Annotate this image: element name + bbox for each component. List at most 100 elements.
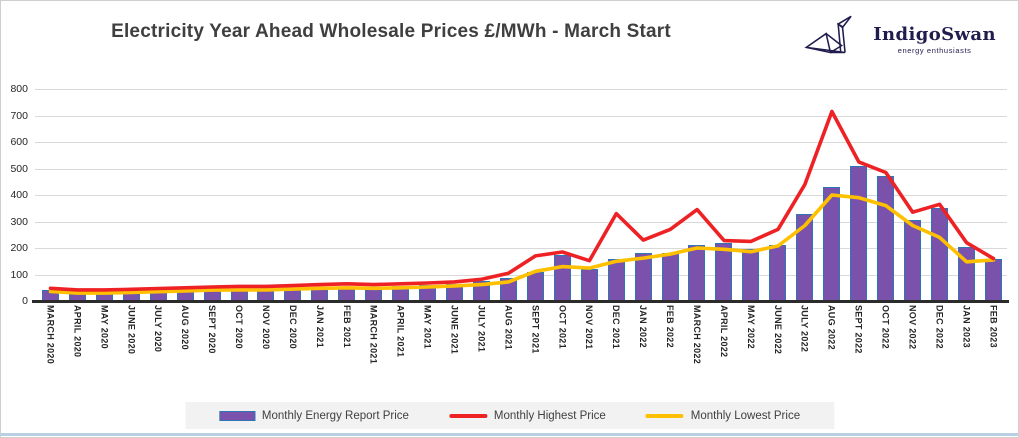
legend-label: Monthly Highest Price — [493, 409, 606, 422]
x-axis-label-slot: DEC 2020 — [279, 305, 306, 364]
x-axis-label: FEB 2022 — [665, 305, 676, 348]
legend-label: Monthly Lowest Price — [690, 409, 801, 422]
y-axis-tick-label: 100 — [10, 268, 28, 281]
x-axis-label-slot: MAY 2021 — [414, 305, 441, 364]
x-axis-label-slot: FEB 2022 — [657, 305, 684, 364]
x-axis-label-slot: OCT 2021 — [549, 305, 576, 364]
x-axis-label: MARCH 2022 — [691, 305, 702, 365]
x-axis-label: MAY 2020 — [99, 305, 110, 349]
x-axis-label: SEPT 2022 — [853, 305, 864, 354]
x-axis-label: MAY 2022 — [745, 305, 756, 349]
gridline — [35, 89, 1007, 90]
gridline — [35, 115, 1007, 117]
origami-swan-icon — [802, 11, 864, 68]
x-axis-label-slot: NOV 2022 — [899, 305, 926, 364]
x-axis-label-slot: DEC 2022 — [926, 305, 953, 364]
x-axis-label-slot: JUNE 2021 — [441, 305, 468, 364]
x-axis-label-slot: SEPT 2020 — [199, 305, 226, 364]
x-axis-label: AUG 2020 — [180, 305, 191, 350]
x-axis-label-slot: FEB 2021 — [333, 305, 360, 364]
x-axis-label-slot: JAN 2023 — [953, 305, 980, 364]
x-axis-label: JAN 2021 — [314, 305, 325, 348]
legend-item-highest-price: Monthly Highest Price — [448, 409, 606, 422]
x-axis-label-slot: APRIL 2021 — [387, 305, 414, 364]
x-axis-label: JAN 2022 — [638, 305, 649, 348]
x-axis-label: JAN 2023 — [961, 305, 972, 348]
red-line-swatch-icon — [448, 413, 487, 418]
x-axis-label-slot: AUG 2021 — [495, 305, 522, 364]
x-axis-label: MARCH 2021 — [368, 305, 379, 365]
gridline — [35, 142, 1007, 143]
x-axis-label-slot: MARCH 2022 — [684, 305, 711, 364]
x-axis-label: JUNE 2020 — [126, 305, 137, 355]
y-axis-tick-label: 400 — [10, 189, 28, 201]
x-axis-label-slot: MAY 2022 — [737, 305, 764, 364]
x-axis-label-slot: SEPT 2022 — [845, 305, 872, 364]
chart-title: Electricity Year Ahead Wholesale Prices … — [111, 21, 671, 42]
x-axis-label-slot: MARCH 2021 — [360, 305, 387, 364]
x-axis-label: DEC 2020 — [287, 305, 298, 349]
x-axis-label-slot: NOV 2020 — [253, 305, 280, 364]
x-axis-label: APRIL 2020 — [72, 305, 83, 358]
y-axis-tick-label: 500 — [10, 162, 28, 175]
x-axis-label-slot: NOV 2021 — [576, 305, 603, 364]
x-axis-label-slot: OCT 2022 — [872, 305, 899, 364]
x-axis-label: MAY 2021 — [422, 305, 433, 349]
x-axis-label-slot: JUNE 2022 — [764, 305, 791, 364]
x-axis-label: JUNE 2022 — [772, 305, 783, 355]
x-axis-labels: MARCH 2020 APRIL 2020 MAY 2020 JUNE 2020 JUL… — [37, 305, 1007, 364]
x-axis-label: NOV 2020 — [260, 305, 271, 350]
legend-label: Monthly Energy Report Price — [261, 409, 409, 422]
x-axis-label: NOV 2022 — [907, 305, 918, 350]
x-axis-label: DEC 2022 — [934, 305, 945, 349]
legend: Monthly Energy Report Price Monthly High… — [184, 402, 835, 429]
y-axis-tick-label: 700 — [10, 109, 28, 122]
logo-name: IndigoSwan — [873, 24, 996, 45]
x-axis-label: FEB 2021 — [341, 305, 352, 348]
y-axis-tick-label: 800 — [10, 83, 28, 95]
x-axis-label: OCT 2021 — [557, 305, 568, 349]
x-axis-label-slot: FEB 2023 — [980, 305, 1007, 364]
x-axis-label-slot: APRIL 2022 — [710, 305, 737, 364]
x-axis-label: SEPT 2021 — [530, 305, 541, 354]
x-axis-label: SEPT 2020 — [207, 305, 218, 354]
x-axis-label: AUG 2021 — [503, 305, 514, 350]
logo-tagline: energy enthusiasts — [897, 46, 972, 55]
logo: IndigoSwan energy enthusiasts — [802, 11, 996, 68]
gridline — [35, 248, 1007, 249]
x-axis-label-slot: SEPT 2021 — [522, 305, 549, 364]
x-axis-label-slot: JAN 2021 — [306, 305, 333, 364]
x-axis-label: OCT 2020 — [234, 305, 245, 349]
x-axis-label-slot: MAY 2020 — [91, 305, 118, 364]
x-axis-label: JULY 2022 — [799, 305, 810, 353]
bottom-rule — [1, 433, 1018, 436]
x-axis-label-slot: MARCH 2020 — [37, 305, 64, 364]
plot-area: 800 700 600 500 400 300 200 100 0 — [10, 83, 1009, 307]
y-axis-tick-label: 200 — [10, 242, 28, 254]
x-axis-label: OCT 2022 — [880, 305, 891, 349]
highest-price-line — [48, 109, 996, 292]
x-axis-label: DEC 2021 — [611, 305, 622, 349]
x-axis-label-slot: JULY 2021 — [468, 305, 495, 364]
line-series — [48, 109, 996, 295]
legend-item-lowest-price: Monthly Lowest Price — [645, 409, 801, 422]
x-axis-label: JULY 2020 — [153, 305, 164, 353]
bar-series — [37, 89, 1007, 301]
lowest-price-line — [48, 193, 996, 295]
x-axis-label: JULY 2021 — [476, 305, 487, 353]
x-axis-label-slot: DEC 2021 — [603, 305, 630, 364]
x-axis-label-slot: JUNE 2020 — [118, 305, 145, 364]
gridline — [35, 195, 1007, 196]
x-axis-label-slot: JAN 2022 — [630, 305, 657, 364]
gridline — [35, 274, 1007, 276]
y-axis-tick-label: 300 — [10, 215, 28, 228]
x-axis-label: APRIL 2022 — [718, 305, 729, 358]
x-axis-line — [32, 300, 1009, 303]
gridline — [35, 221, 1007, 223]
gridline — [35, 168, 1007, 170]
legend-item-energy-report-price: Monthly Energy Report Price — [218, 409, 409, 422]
y-axis-tick-label: 0 — [22, 295, 28, 307]
x-axis-label: NOV 2021 — [584, 305, 595, 350]
x-axis-label: FEB 2023 — [988, 305, 999, 348]
